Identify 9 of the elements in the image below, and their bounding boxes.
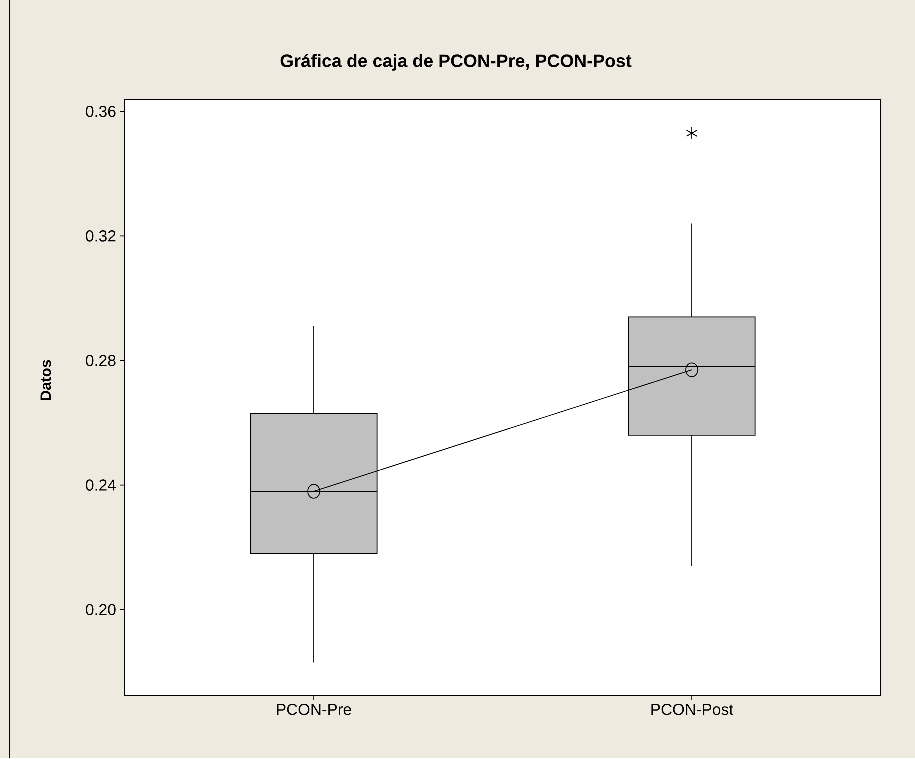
chart-title: Gráfica de caja de PCON-Pre, PCON-Post <box>280 54 632 71</box>
y-tick-label: 0.20 <box>86 604 116 616</box>
y-tick-label: 0.28 <box>86 355 116 366</box>
y-axis-title: Datos <box>40 360 52 400</box>
y-tick-label: 0.32 <box>86 230 116 242</box>
y-tick-label: 0.36 <box>86 106 116 118</box>
x-tick-label: PCON-Pre <box>277 704 352 716</box>
y-tick-label: 0.24 <box>86 480 116 491</box>
x-tick-label: PCON-Post <box>652 704 734 716</box>
